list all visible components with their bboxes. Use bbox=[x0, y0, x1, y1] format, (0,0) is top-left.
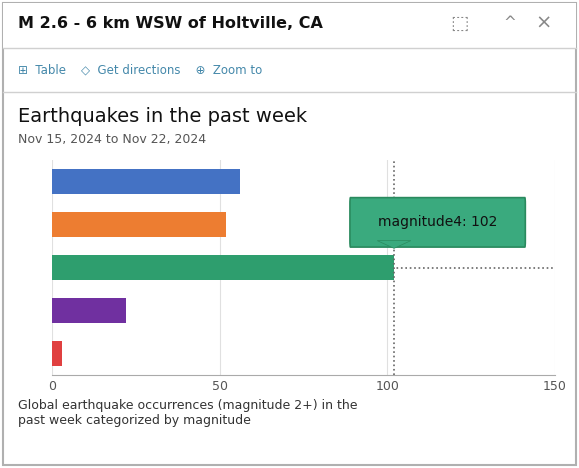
FancyBboxPatch shape bbox=[3, 3, 576, 465]
Text: ⬚: ⬚ bbox=[450, 14, 468, 32]
Bar bbox=[52, 212, 226, 237]
Polygon shape bbox=[378, 241, 411, 249]
Text: Nov 15, 2024 to Nov 22, 2024: Nov 15, 2024 to Nov 22, 2024 bbox=[18, 133, 206, 146]
Text: M 2.6 - 6 km WSW of Holtville, CA: M 2.6 - 6 km WSW of Holtville, CA bbox=[18, 15, 323, 30]
Text: Global earthquake occurrences (magnitude 2+) in the
past week categorized by mag: Global earthquake occurrences (magnitude… bbox=[18, 399, 357, 427]
Text: ^: ^ bbox=[503, 15, 516, 30]
Bar bbox=[52, 255, 394, 280]
Text: Earthquakes in the past week: Earthquakes in the past week bbox=[18, 108, 307, 126]
Text: ⊞  Table    ◇  Get directions    ⊕  Zoom to: ⊞ Table ◇ Get directions ⊕ Zoom to bbox=[18, 64, 262, 76]
FancyBboxPatch shape bbox=[350, 197, 525, 247]
Bar bbox=[3, 3, 576, 48]
Bar bbox=[52, 298, 126, 323]
Bar bbox=[52, 168, 240, 194]
Text: magnitude4: 102: magnitude4: 102 bbox=[378, 215, 497, 229]
Text: ×: × bbox=[535, 14, 551, 32]
Bar bbox=[52, 341, 62, 366]
